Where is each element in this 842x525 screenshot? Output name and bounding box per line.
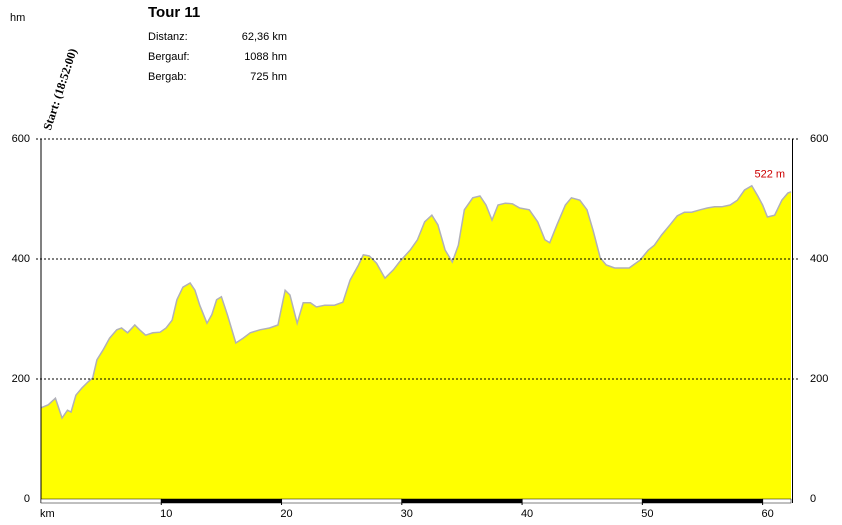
y-tick-label-right: 400 (810, 253, 828, 265)
info-value: 1088 hm (244, 51, 287, 63)
info-value: 62,36 km (242, 31, 287, 43)
area-line (40, 184, 792, 420)
y-axis-label: hm (10, 12, 25, 24)
x-axis-bar (40, 498, 162, 504)
x-tick-label: 30 (401, 508, 413, 520)
x-axis-bar (642, 498, 763, 504)
max-annotation: 522 m (755, 169, 786, 181)
x-axis-bar (161, 498, 282, 504)
x-axis-bar (281, 498, 403, 504)
x-axis-bar (762, 498, 792, 504)
y-tick-label-right: 200 (810, 373, 828, 385)
info-label: Distanz: (148, 31, 188, 43)
x-tick-label: 50 (641, 508, 653, 520)
x-tick-label: 10 (160, 508, 172, 520)
x-axis-label: km (40, 508, 55, 520)
x-axis-bar (401, 498, 523, 504)
x-tick-label: 60 (761, 508, 773, 520)
y-tick-label: 0 (24, 493, 30, 505)
x-axis-bar (521, 498, 643, 504)
y-tick-label: 200 (12, 373, 30, 385)
info-label: Bergauf: (148, 51, 190, 63)
info-value: 725 hm (250, 71, 287, 83)
y-tick-label: 400 (12, 253, 30, 265)
area-fill (41, 185, 791, 500)
y-tick-label-right: 0 (810, 493, 816, 505)
start-label: Start: (18:52:00) (40, 47, 80, 132)
x-tick-label: 20 (280, 508, 292, 520)
chart-title: Tour 11 (148, 4, 200, 21)
y-tick-label-right: 600 (810, 133, 828, 145)
info-label: Bergab: (148, 71, 187, 83)
x-tick-label: 40 (521, 508, 533, 520)
y-tick-label: 600 (12, 133, 30, 145)
